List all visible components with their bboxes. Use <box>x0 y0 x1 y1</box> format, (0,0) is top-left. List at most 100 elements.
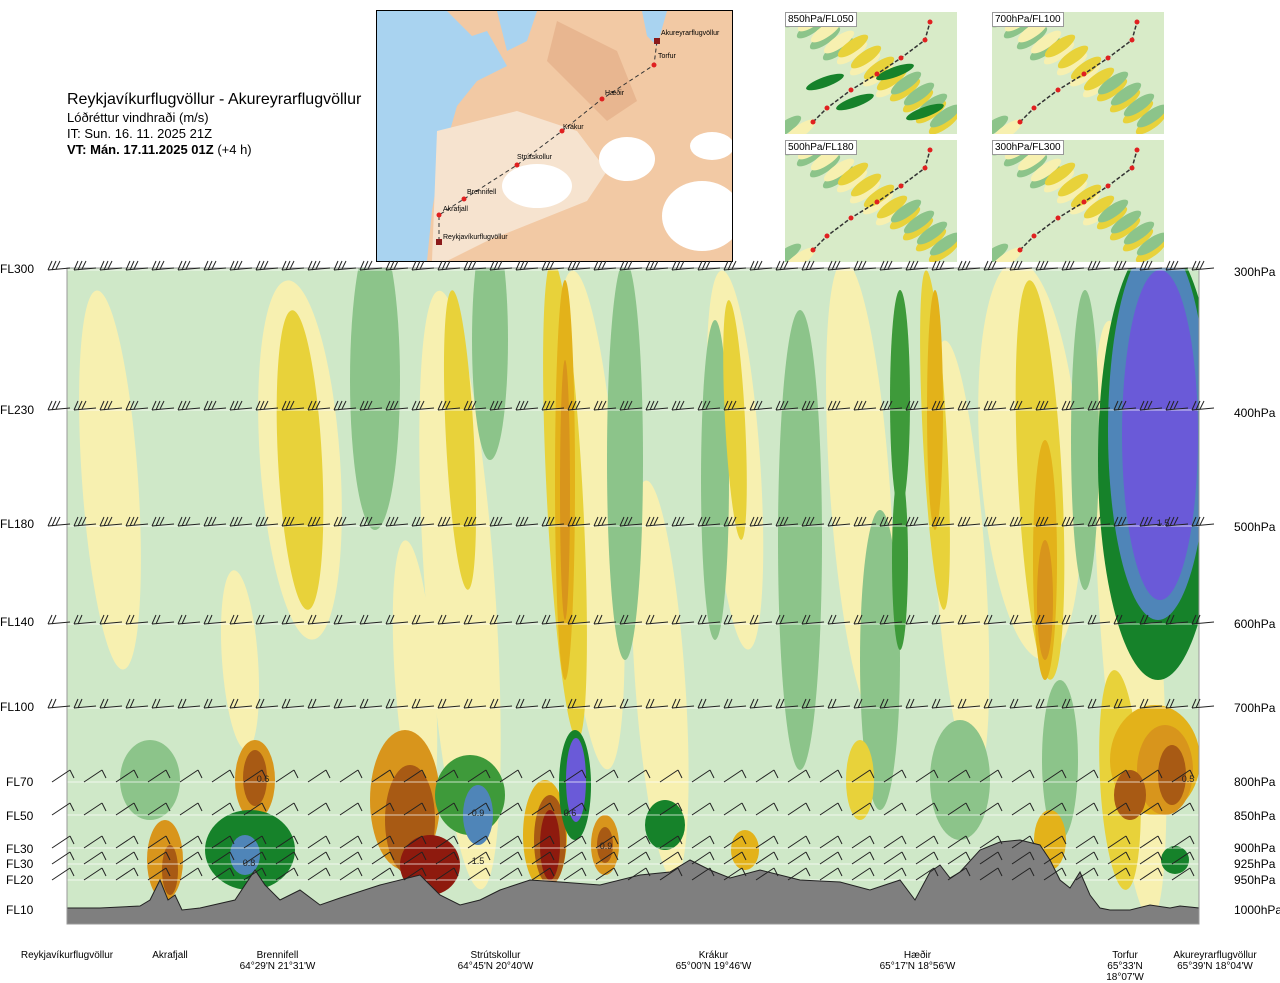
low-barb-r3-276-flag <box>293 851 299 861</box>
barb-r4-594-flag-a <box>593 698 599 709</box>
barb-r2-776 <box>775 516 799 527</box>
low-barb-r4-916 <box>915 867 939 881</box>
low-barb-r3-436 <box>435 851 459 865</box>
low-barb-r0-276-flag <box>293 769 299 779</box>
pale-yellow-region-10 <box>220 570 260 750</box>
barb-r0-1010-flag-b <box>1013 260 1019 271</box>
low-barb-r1-532-flag <box>549 802 555 812</box>
barb-r1-1192-flag-b <box>1195 400 1201 411</box>
low-barb-r2-564-shaft <box>563 835 583 849</box>
low-level-feature-24 <box>1161 846 1189 874</box>
barb-r2-906-flag-b <box>909 516 915 527</box>
barb-r3-568-flag-a <box>567 614 573 625</box>
barb-r0-1192 <box>1191 260 1215 271</box>
barb-r2-854-flag-c <box>861 516 867 526</box>
barb-r3-958-flag-a <box>957 614 963 625</box>
low-barb-r1-1108 <box>1107 802 1131 816</box>
location-haedir: Hæðir 65°17'N 18°56'W <box>879 950 956 972</box>
low-barb-r2-1140 <box>1139 835 1163 849</box>
low-barb-r4-84 <box>83 867 107 881</box>
barb-r3-672-flag-b <box>675 614 681 625</box>
low-barb-r4-1044-flag <box>1061 867 1067 877</box>
minimap-1-blob-25 <box>1097 71 1129 95</box>
barb-r4-490 <box>489 698 513 709</box>
low-barb-r4-756 <box>755 867 779 881</box>
low-barb-r4-596-flag <box>613 867 619 877</box>
barb-r3-776-flag-b <box>779 614 785 625</box>
barb-r4-74 <box>73 698 97 709</box>
low-barb-r4-660 <box>659 867 683 881</box>
barb-r2-984-flag-a <box>983 516 989 527</box>
barb-r2-438-flag-c <box>445 516 451 526</box>
barb-r1-386-flag-c <box>393 400 399 410</box>
low-barb-r3-1108-flag <box>1125 851 1131 861</box>
barb-r0-984-flag-b <box>987 260 993 271</box>
barb-r3-828-flag-b <box>831 614 837 625</box>
minimap-1-point-1 <box>1031 105 1037 111</box>
low-barb-r3-436-flag <box>453 851 459 861</box>
low-barb-r3-660 <box>659 851 683 865</box>
barb-r1-178-flag-b <box>181 400 187 411</box>
barb-r1-828-flag-b <box>831 400 837 411</box>
low-barb-r1-852-flag <box>869 802 875 812</box>
low-barb-r2-660-shaft <box>659 835 679 849</box>
barb-r3-1114-flag-a <box>1113 614 1119 625</box>
low-barb-r1-852 <box>851 802 875 816</box>
low-barb-r1-372-flag <box>389 802 395 812</box>
low-barb-r3-180-shaft <box>179 851 199 865</box>
barb-r3-802 <box>801 614 825 625</box>
low-barb-r4-308-flag <box>325 867 331 877</box>
barb-r4-1062-flag-a <box>1061 698 1067 709</box>
low-barb-r0-148 <box>147 769 171 783</box>
barb-r0-750-flag-c <box>757 260 763 270</box>
barb-r2-490-flag-b <box>493 516 499 527</box>
low-barb-r3-948 <box>947 851 971 865</box>
barb-r1-282 <box>281 400 305 411</box>
barb-r2-178-flag-c <box>185 516 191 526</box>
low-barb-r3-980 <box>979 851 1003 865</box>
barb-r1-828-flag-a <box>827 400 833 411</box>
barb-r2-308-flag-b <box>311 516 317 527</box>
barb-r2-230 <box>229 516 253 527</box>
barb-r1-360-flag-b <box>363 400 369 411</box>
low-barb-r2-596-flag <box>613 835 619 845</box>
low-barb-r4-372 <box>371 867 395 881</box>
low-barb-r1-436-shaft <box>435 802 455 816</box>
barb-r1-802-flag-a <box>801 400 807 411</box>
barb-r2-412-flag-c <box>419 516 425 526</box>
barb-r1-256-flag-a <box>255 400 261 411</box>
low-barb-r0-1076 <box>1075 769 1099 783</box>
barb-r0-776-flag-a <box>775 260 781 271</box>
barb-r0-1166 <box>1165 260 1189 271</box>
barb-r2-880-flag-b <box>883 516 889 527</box>
low-barb-r4-884 <box>883 867 907 881</box>
low-barb-r2-244-shaft <box>243 835 263 849</box>
low-barb-r3-244-flag <box>261 851 267 861</box>
barb-r1-568 <box>567 400 591 411</box>
barb-r0-1114-flag-b <box>1117 260 1123 271</box>
barb-r4-542-flag-b <box>545 698 551 709</box>
low-barb-r1-52-shaft <box>51 802 71 816</box>
low-barb-r4-1076 <box>1075 867 1099 881</box>
barb-r1-178 <box>177 400 201 411</box>
minimap-3-blob-13 <box>992 243 1009 262</box>
level-left-fl50: FL50 <box>6 809 34 823</box>
low-barb-r1-980-flag <box>997 802 1003 812</box>
barb-r4-334 <box>333 698 357 709</box>
barb-r2-932-flag-c <box>939 516 945 526</box>
low-barb-r1-372 <box>371 802 395 816</box>
barb-r1-100-flag-b <box>103 400 109 411</box>
low-barb-r4-916-flag <box>933 867 939 877</box>
low-barb-r0-628 <box>627 769 651 783</box>
barb-r0-542-flag-c <box>549 260 555 270</box>
barb-r1-698 <box>697 400 721 411</box>
barb-r2-386-flag-c <box>393 516 399 526</box>
barb-r1-152-flag-c <box>159 400 165 410</box>
low-barb-r2-372-shaft <box>371 835 391 849</box>
low-barb-r0-468-shaft <box>467 769 487 783</box>
low-barb-r3-532-flag <box>549 851 555 861</box>
barb-r0-776-flag-b <box>779 260 785 271</box>
low-barb-r3-788-flag <box>805 851 811 861</box>
barb-r0-334-flag-c <box>341 260 347 270</box>
barb-r2-672 <box>671 516 695 527</box>
